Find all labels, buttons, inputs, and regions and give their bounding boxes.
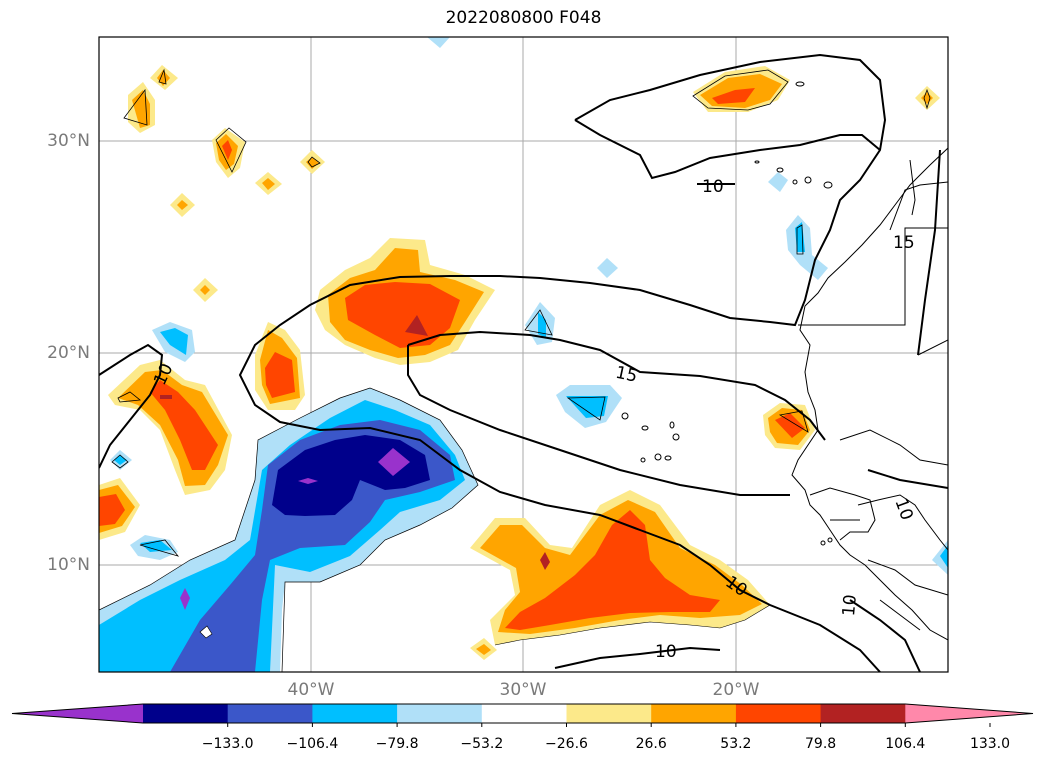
thin-contours [111, 68, 931, 557]
map-area [99, 37, 948, 672]
colorbar-segment [143, 704, 229, 723]
lon-label-20w: 20°W [712, 680, 760, 700]
colorbar-tick-label: −106.4 [286, 736, 339, 752]
colorbar-tick-label: −53.2 [460, 736, 504, 752]
colorbar-segment [820, 704, 906, 723]
colorbar-segment [312, 704, 398, 723]
colorbar-tick-label: 53.2 [720, 736, 752, 752]
colorbar-outline [11, 703, 1034, 724]
colorbar-segment [481, 704, 567, 723]
colorbar-segment [566, 704, 652, 723]
thick-contours [99, 53, 948, 672]
map-frame [98, 36, 949, 673]
small-negative-features [110, 37, 948, 575]
lon-label-40w: 40°W [287, 680, 335, 700]
colorbar-extend-high [905, 704, 1033, 723]
colorbar-tick-label: 133.0 [969, 736, 1011, 752]
positive-anomaly-small [99, 65, 940, 660]
colorbar [11, 703, 1034, 727]
colorbar-tick-label: −133.0 [201, 736, 254, 752]
contour-label: 10 [655, 642, 677, 662]
map-title: 2022080800 F048 [445, 8, 602, 28]
colorbar-segment [735, 704, 822, 723]
colorbar-tick-label: 106.4 [885, 736, 926, 752]
colorbar-extend-low [12, 704, 143, 723]
colorbar-tick-label: 79.8 [805, 736, 837, 752]
lat-label-30n: 30°N [47, 131, 90, 151]
lat-label-20n: 20°N [47, 343, 90, 363]
lat-label-10n: 10°N [47, 555, 90, 575]
colorbar-tick-label: −79.8 [375, 736, 419, 752]
contour-label: 15 [614, 363, 639, 387]
positive-anomaly-north [315, 238, 495, 365]
positive-anomaly-south [470, 490, 771, 646]
colorbar-tick-label: 26.6 [635, 736, 667, 752]
colorbar-segment [227, 704, 313, 723]
colorbar-tick-label: −26.6 [545, 736, 588, 752]
colorbar-segment [397, 704, 483, 723]
contour-label: 10 [839, 594, 861, 617]
negative-anomaly-region [99, 387, 479, 672]
lon-label-30w: 30°W [499, 680, 547, 700]
contour-label: 10 [702, 177, 724, 197]
coastlines [791, 147, 948, 641]
islands [621, 81, 833, 546]
colorbar-segment [651, 704, 737, 723]
contour-label: 10 [890, 496, 916, 523]
contour-label: 15 [893, 233, 915, 253]
